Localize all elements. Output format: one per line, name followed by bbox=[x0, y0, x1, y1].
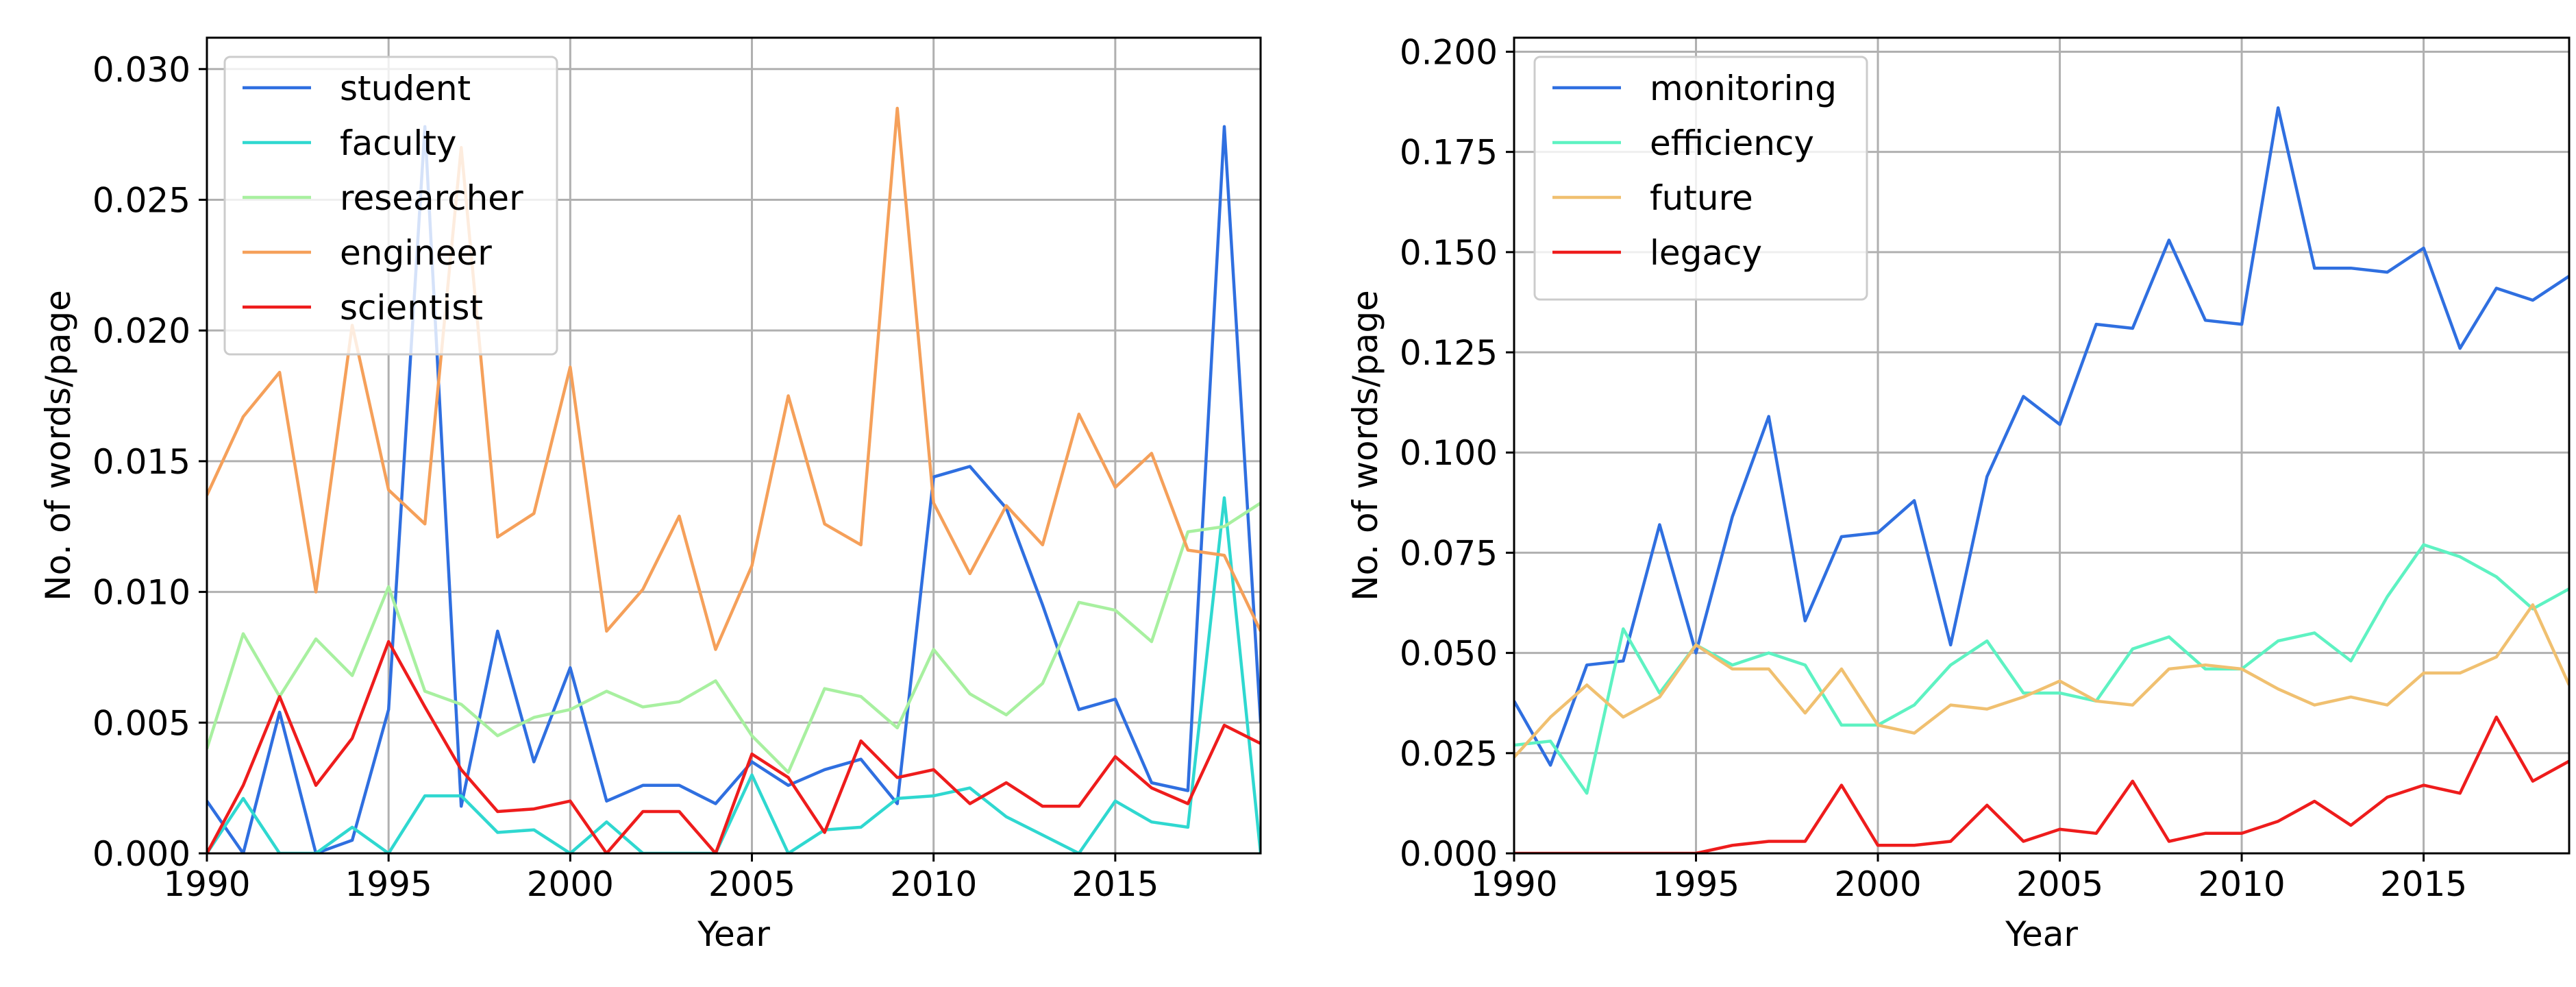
y-tick-label: 0.005 bbox=[92, 703, 190, 743]
series-line-efficiency bbox=[1514, 543, 2569, 795]
y-tick-label: 0.200 bbox=[1400, 32, 1498, 72]
legend: monitoring efficiency future legacy bbox=[1533, 56, 1868, 301]
series-line-scientist bbox=[207, 639, 1261, 853]
x-tick-label: 1995 bbox=[345, 864, 432, 904]
y-tick-label: 0.150 bbox=[1400, 233, 1498, 273]
series-group bbox=[207, 106, 1261, 853]
y-tick-label: 0.010 bbox=[92, 573, 190, 613]
series-line-researcher bbox=[207, 502, 1261, 775]
y-tick-label: 0.025 bbox=[92, 180, 190, 220]
series-line-engineer bbox=[207, 106, 1261, 651]
y-tick-label: 0.100 bbox=[1400, 433, 1498, 473]
legend-label-scientist: scientist bbox=[340, 288, 483, 328]
legend-label-engineer: engineer bbox=[340, 233, 492, 273]
x-tick-label: 2000 bbox=[527, 864, 614, 904]
y-tick-label: 0.020 bbox=[92, 311, 190, 351]
x-tick-label: 1995 bbox=[1652, 864, 1739, 904]
y-tick-label: 0.075 bbox=[1400, 533, 1498, 573]
legend-label-student: student bbox=[340, 69, 471, 108]
series-line-student bbox=[207, 125, 1261, 853]
x-tick-label: 2000 bbox=[1834, 864, 1921, 904]
legend-label-efficiency: efficiency bbox=[1650, 123, 1814, 163]
series-line-faculty bbox=[207, 496, 1261, 853]
x-tick-label: 2005 bbox=[708, 864, 795, 904]
plot-frame bbox=[1513, 36, 2571, 855]
x-tick-label: 1990 bbox=[163, 864, 250, 904]
series-line-monitoring bbox=[1514, 106, 2569, 767]
legend-box bbox=[223, 56, 558, 356]
legend-label-future: future bbox=[1650, 178, 1753, 218]
y-tick-label: 0.125 bbox=[1400, 333, 1498, 373]
series-line-legacy bbox=[1514, 715, 2569, 853]
legend-label-legacy: legacy bbox=[1650, 233, 1762, 273]
series-line-future bbox=[1514, 603, 2569, 759]
legend-label-faculty: faculty bbox=[340, 123, 457, 163]
x-tick-label: 2015 bbox=[2380, 864, 2467, 904]
x-tick-label: 2010 bbox=[890, 864, 977, 904]
y-tick-label: 0.050 bbox=[1400, 634, 1498, 674]
x-tick-label: 2010 bbox=[2198, 864, 2285, 904]
left-chart-panel: 1990 1995 2000 2005 2010 2015 0.000 0.005 0.010 0… bbox=[38, 36, 1262, 954]
x-axis-label: Year bbox=[2005, 914, 2078, 954]
series-group bbox=[1514, 106, 2569, 853]
x-tick-label: 1990 bbox=[1470, 864, 1557, 904]
x-tick-label: 2015 bbox=[1072, 864, 1159, 904]
legend-label-researcher: researcher bbox=[340, 178, 523, 218]
y-axis-label: No. of words/page bbox=[38, 290, 78, 601]
y-tick-label: 0.025 bbox=[1400, 734, 1498, 774]
y-tick-label: 0.015 bbox=[92, 442, 190, 482]
legend-label-monitoring: monitoring bbox=[1650, 69, 1837, 108]
x-tick-label: 2005 bbox=[2016, 864, 2103, 904]
y-tick-label: 0.000 bbox=[92, 834, 190, 874]
x-axis-label: Year bbox=[697, 914, 770, 954]
y-axis-label: No. of words/page bbox=[1346, 290, 1385, 601]
y-tick-label: 0.000 bbox=[1400, 834, 1498, 874]
legend: student faculty researcher engineer scientis… bbox=[223, 56, 558, 356]
y-tick-label: 0.175 bbox=[1400, 133, 1498, 173]
plot-frame bbox=[206, 36, 1262, 855]
legend-box bbox=[1533, 56, 1868, 301]
y-tick-label: 0.030 bbox=[92, 50, 190, 90]
right-chart-panel: 1990 1995 2000 2005 2010 2015 0.000 0.025 0.050 0… bbox=[1346, 32, 2571, 954]
